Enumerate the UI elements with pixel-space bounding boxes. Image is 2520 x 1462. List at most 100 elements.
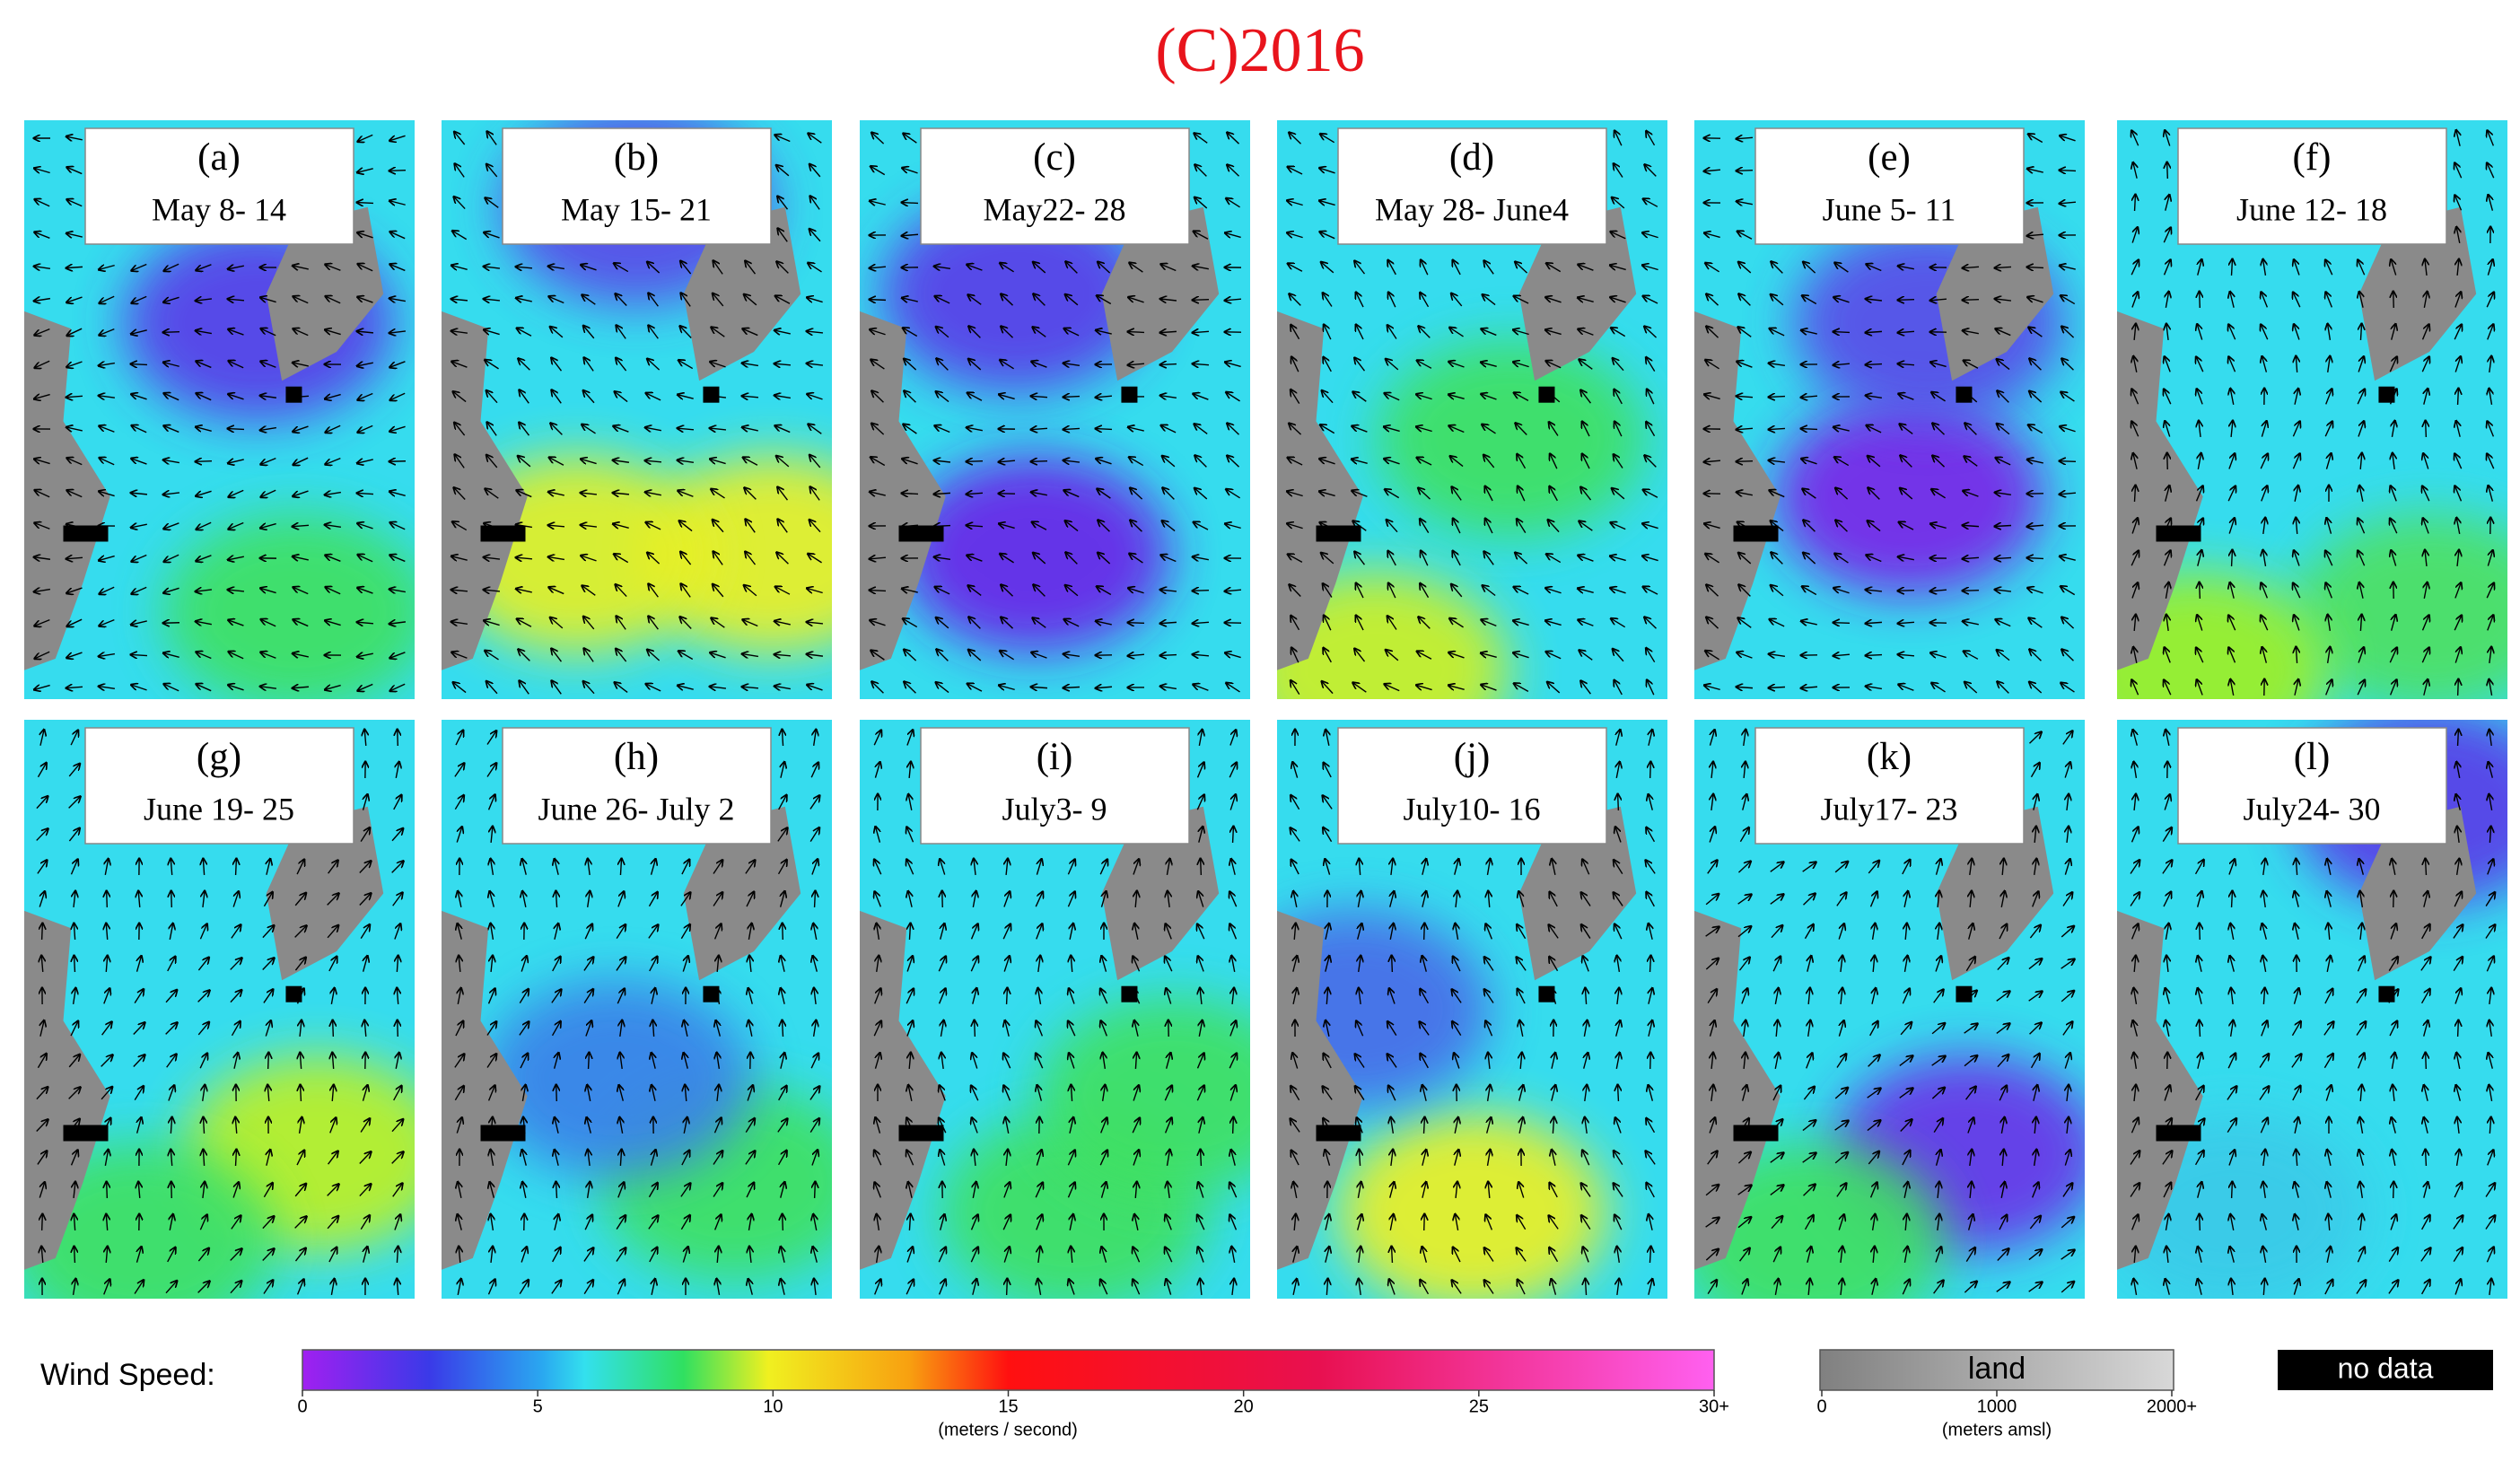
map-panel: (l)July24- 30 xyxy=(2100,708,2520,1311)
no-data-patch xyxy=(2157,1125,2201,1142)
panel-letter: (a) xyxy=(197,136,241,179)
wind-arrow xyxy=(1160,655,1177,656)
wind-arrow xyxy=(1898,300,1914,301)
wind-arrow xyxy=(2426,1150,2427,1166)
wind-arrow xyxy=(1801,429,1817,430)
wind-arrow xyxy=(1031,461,1047,462)
wind-arrow xyxy=(74,956,75,972)
wind-arrow xyxy=(74,1247,75,1263)
wind-arrow xyxy=(902,203,918,204)
wind-arrow xyxy=(1128,623,1144,624)
wind-arrow xyxy=(1096,429,1112,430)
wind-arrow xyxy=(1737,461,1753,462)
legend-tick-label: 2000+ xyxy=(2147,1396,2197,1416)
speed-blob xyxy=(1338,1113,1607,1310)
wind-arrow xyxy=(2200,924,2201,940)
wind-arrow xyxy=(2426,421,2427,437)
wind-arrow xyxy=(1424,1117,1425,1134)
panels: (a)May 8- 14(b)May 15- 21(c)May22- 28(d)… xyxy=(7,109,2520,1340)
wind-arrow xyxy=(1193,300,1209,301)
no-data-patch xyxy=(899,526,944,542)
wind-arrow xyxy=(2167,162,2168,179)
wind-arrow xyxy=(2232,550,2233,566)
map-panel: (e)June 5- 11 xyxy=(1694,120,2085,699)
wind-arrow xyxy=(268,1053,269,1069)
wind-arrow xyxy=(236,859,237,875)
wind-arrow xyxy=(1392,956,1393,972)
map-panel: (a)May 8- 14 xyxy=(24,120,433,711)
wind-arrow xyxy=(107,1182,108,1198)
wind-arrow xyxy=(357,203,373,204)
wind-arrow xyxy=(2458,679,2459,696)
wind-arrow xyxy=(1007,988,1008,1004)
panel-letter: (d) xyxy=(1449,136,1494,179)
map-panel: (i)July3- 9 xyxy=(860,720,1307,1310)
panel-letter: (f) xyxy=(2293,136,2332,179)
wind-arrow xyxy=(1160,364,1177,365)
legend: Wind Speed: (meters / second) land (mete… xyxy=(40,1350,2493,1440)
wind-arrow xyxy=(2232,891,2233,907)
wind-arrow xyxy=(2232,259,2233,276)
no-data-patch xyxy=(1734,1125,1779,1142)
wind-colorbar xyxy=(302,1350,1714,1390)
wind-arrow xyxy=(228,429,244,430)
no-data-patch xyxy=(481,526,526,542)
wind-arrow xyxy=(589,1053,590,1069)
wind-arrow xyxy=(2458,730,2459,746)
no-data-label: no data xyxy=(2338,1352,2434,1384)
wind-arrow xyxy=(815,891,816,907)
wind-arrow xyxy=(1618,1085,1619,1101)
no-data-patch xyxy=(1956,986,1972,1002)
no-data-patch xyxy=(899,1125,944,1142)
wind-arrow xyxy=(2393,1182,2394,1198)
wind-arrow xyxy=(902,494,918,495)
map-panel: (f)June 12- 18 xyxy=(2061,120,2520,769)
wind-arrow xyxy=(1128,332,1144,333)
wind-arrow xyxy=(2458,389,2459,405)
no-data-patch xyxy=(2157,526,2201,542)
wind-arrow xyxy=(556,1085,557,1101)
no-data-patch xyxy=(64,526,109,542)
wind-arrow xyxy=(1769,397,1785,398)
wind-arrow xyxy=(389,461,406,462)
wind-arrow xyxy=(1233,827,1234,843)
wind-arrow xyxy=(171,891,172,907)
wind-arrow xyxy=(2232,1182,2233,1198)
panel-letter: (h) xyxy=(614,736,659,778)
wind-arrow xyxy=(1201,859,1202,875)
wind-arrow xyxy=(131,364,147,365)
legend-tick-label: 30+ xyxy=(1699,1396,1729,1416)
panel-letter: (i) xyxy=(1037,736,1073,778)
wind-arrow xyxy=(1233,1117,1234,1134)
wind-legend-label: Wind Speed: xyxy=(40,1358,215,1392)
wind-arrow xyxy=(2060,461,2076,462)
wind-arrow xyxy=(163,332,179,333)
panel-letter: (b) xyxy=(614,136,659,179)
map-panel: (k) July17- 23 xyxy=(1677,720,2103,1340)
panel-dates: July17- 23 xyxy=(1821,791,1958,827)
wind-arrow xyxy=(301,1085,302,1101)
wind-arrow xyxy=(1424,924,1425,940)
wind-arrow xyxy=(2027,267,2043,268)
speed-blob xyxy=(1377,340,1646,538)
wind-arrow xyxy=(2200,1214,2201,1230)
wind-arrow xyxy=(163,623,179,624)
wind-arrow xyxy=(2200,582,2201,599)
wind-arrow xyxy=(967,461,983,462)
legend-tick-label: 25 xyxy=(1469,1396,1489,1416)
wind-arrow xyxy=(2135,195,2136,211)
wind-arrow xyxy=(1833,332,1850,333)
panel-dates: June 19- 25 xyxy=(144,791,294,827)
wind-arrow xyxy=(2393,292,2394,308)
map-panel: (j)July10- 16 xyxy=(1221,720,1667,1310)
panel-letter: (k) xyxy=(1867,736,1912,778)
panel-dates: May 28- June4 xyxy=(1375,191,1569,227)
no-data-patch xyxy=(64,1125,109,1142)
map-panel: (c)May22- 28 xyxy=(860,120,1250,699)
legend-tick-label: 1000 xyxy=(1977,1396,2017,1416)
speed-blob xyxy=(483,980,752,1177)
land-unit: (meters amsl) xyxy=(1942,1420,2052,1440)
panel-letter: (g) xyxy=(197,736,241,778)
panel-dates: July10- 16 xyxy=(1404,791,1541,827)
